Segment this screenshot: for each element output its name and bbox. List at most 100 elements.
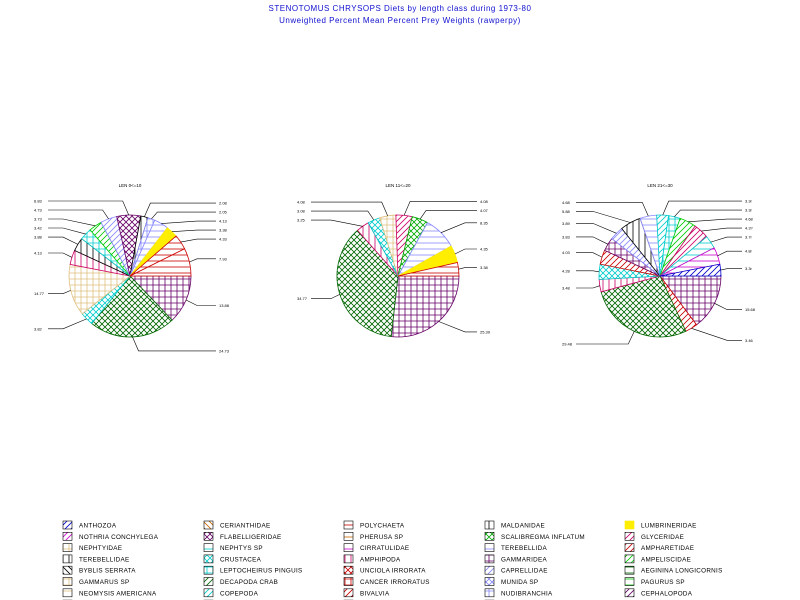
legend-swatch (343, 565, 354, 575)
pie-slice (390, 275, 460, 338)
legend-item: MUNIDA SP (484, 577, 538, 586)
legend-item: FLABELLIGERIDAE (203, 531, 281, 541)
legend-item: GLYCERIDAE (624, 531, 684, 541)
leader-line (714, 303, 742, 310)
legend-label: NEPHTYS SP (220, 545, 263, 552)
leader-line (48, 200, 129, 216)
legend-item: PAGURUS SP (624, 577, 685, 586)
legend-swatch (62, 565, 73, 575)
legend-label: GLYCERIDAE (641, 534, 684, 541)
slice-label: 3.48 (562, 285, 571, 290)
slice-label: 3.25 (297, 218, 306, 223)
legend-label: CRUSTACEA (220, 556, 262, 563)
legend-item: AMPHIPODA (343, 554, 401, 563)
leader-line (48, 252, 73, 258)
legend-label: UNCIOLA IRRORATA (360, 568, 426, 575)
leader-line (48, 218, 96, 227)
legend-item: NEOMYSIS AMERICANA (62, 588, 157, 597)
leader-line (576, 252, 603, 258)
legend-swatch (343, 543, 354, 552)
pie-slice (659, 275, 722, 326)
slice-label: 25.39 (480, 329, 491, 334)
slice-label: 4.3? (745, 226, 754, 231)
legend-item: TEREBELLIDAE (62, 554, 129, 563)
legend-item: NUDIBRANCHIA (484, 588, 553, 598)
leader-line (151, 211, 216, 220)
legend-label: CERIANTHIDAE (220, 523, 270, 530)
slice-label: 3.3r (745, 208, 753, 213)
slice-label: 3.89 (562, 221, 571, 226)
leader-line (48, 209, 109, 220)
legend-item: CAPRELLIDAE (484, 565, 548, 575)
legend-item: CIRRATULIDAE (343, 543, 409, 552)
leader-line (438, 321, 477, 333)
leader-line (311, 294, 340, 299)
leader-line (576, 270, 600, 273)
slice-label: 14.77 (34, 291, 45, 296)
slice-label: 3.08 (297, 209, 306, 214)
legend-label: DECAPODA CRAB (220, 579, 278, 586)
leader-line (171, 229, 216, 232)
slice-label: 2.08 (219, 201, 228, 206)
slice-label: 4.33 (219, 237, 228, 242)
legend-swatch (343, 577, 354, 586)
legend-swatch (484, 520, 495, 530)
legend-item: CERIANTHIDAE (203, 520, 270, 530)
legend-swatch (484, 554, 495, 564)
slice-label: 3.46 (745, 338, 754, 343)
slice-label: 4.08 (480, 199, 489, 204)
leader-line (576, 211, 631, 223)
legend-label: AEGININA LONGICORNIS (641, 568, 723, 575)
legend-swatch (62, 531, 73, 541)
legend-label: CIRRATULIDAE (360, 545, 409, 552)
legend-label: GAMMARUS SP (79, 579, 130, 586)
legend-item: NOTHRIA CONCHYLEGA (62, 531, 158, 541)
leader-line (576, 202, 649, 217)
slice-label: 29.48 (562, 342, 573, 347)
leader-line (454, 248, 477, 255)
slice-label: 3.3r (745, 199, 753, 204)
leader-line (710, 236, 742, 243)
legend-swatch (484, 588, 495, 598)
legend-item: CEPHALOPODA (624, 588, 692, 598)
leader-line (720, 268, 742, 271)
slice-label: 4.03 (562, 250, 571, 255)
legend-item: LUMBRINERIDAE (624, 520, 696, 530)
legend-label: SCALIBREGMA INFLATUM (501, 534, 585, 541)
pie-slice (68, 263, 131, 315)
legend-swatch (203, 520, 214, 530)
legend-item: AEGININA LONGICORNIS (624, 565, 723, 575)
slice-label: 3.42 (34, 226, 43, 231)
legend-label: AMPELISCIDAE (641, 556, 691, 563)
slice-label: 4.07 (480, 208, 489, 213)
legend-swatch (624, 588, 635, 598)
legend-item: LEPTOCHEIRUS PINGUIS (203, 565, 302, 575)
pie-chart-3: LEN 21<=30 3.3r 3.3r 4.68 4.3? 3.7r 4.8r 3.3r 15… (562, 183, 756, 347)
legend-label: NEPHTYIDAE (79, 545, 122, 552)
legend-item: COPEPODA (203, 588, 258, 597)
leader-line (662, 200, 742, 216)
leader-line (48, 318, 87, 330)
chart-title: STENOTOMUS CHRYSOPS Diets by length clas… (268, 4, 532, 13)
leader-line (48, 236, 79, 245)
legend-item: DECAPODA CRAB (203, 577, 278, 586)
leader-line (691, 328, 742, 341)
legend-item: NEPHTYS SP (203, 543, 263, 552)
legend-label: AMPHARETIDAE (641, 545, 694, 552)
slice-label: 2.05 (219, 210, 228, 215)
legend-item: BIVALVIA (343, 588, 390, 597)
legend-swatch (484, 543, 495, 552)
leader-line (458, 267, 477, 270)
legend-label: CAPRELLIDAE (501, 568, 548, 575)
legend-swatch (624, 543, 635, 552)
legend-item: AMPELISCIDAE (624, 554, 691, 563)
legend: ANTHOZOA NOTHRIA CONCHYLEGA NEPHTYIDAE TERE… (62, 520, 723, 600)
legend-item: CRUSTACEA (203, 554, 262, 563)
leader-line (576, 331, 635, 345)
legend-label: PAGURUS SP (641, 579, 685, 586)
legend-label: BYBLIS SERRATA (79, 568, 136, 575)
legend-label: CANCER IRRORATUS (360, 579, 430, 586)
slice-label: 3.82 (34, 326, 43, 331)
pie-chart-2: LEN 11<=20 4.08 4.07 8.35 4.35 3.38 25.39 4.08 3… (297, 183, 491, 338)
